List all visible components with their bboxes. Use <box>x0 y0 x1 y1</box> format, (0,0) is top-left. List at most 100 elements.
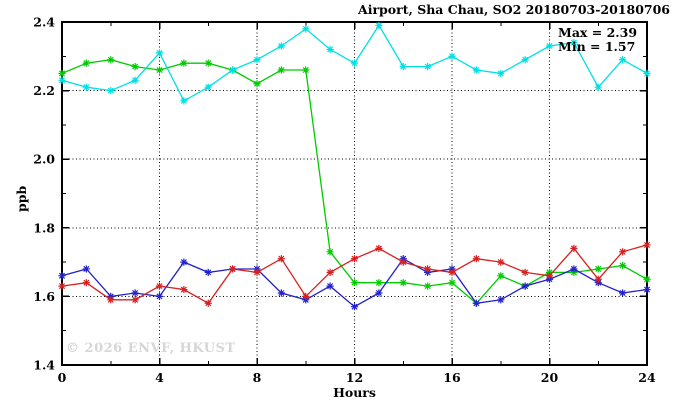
red-series-marker <box>277 255 285 263</box>
cyan-series-marker <box>545 42 554 50</box>
cyan-series-marker <box>180 97 188 105</box>
cyan-series-marker <box>302 25 310 33</box>
green-series-marker <box>277 66 285 74</box>
cyan-series-marker <box>82 83 90 91</box>
cyan-series-marker <box>107 87 115 95</box>
green-series-marker <box>643 275 651 283</box>
red-series-marker <box>521 268 529 276</box>
green-series-marker <box>497 272 505 280</box>
blue-series-marker <box>497 296 505 304</box>
red-series-marker <box>472 255 480 263</box>
blue-series-marker <box>155 292 164 300</box>
cyan-series-marker <box>229 66 237 74</box>
cyan-series-marker <box>253 56 261 64</box>
red-series-marker <box>131 296 139 304</box>
green-series-marker <box>107 56 115 64</box>
cyan-series-marker <box>58 76 66 84</box>
x-tick-label: 4 <box>155 370 164 385</box>
green-series-marker <box>302 66 310 74</box>
red-series-marker <box>155 282 164 290</box>
watermark: © 2026 ENVF, HKUST <box>66 341 236 356</box>
cyan-series-marker <box>155 49 164 57</box>
cyan-series-marker <box>594 83 602 91</box>
red-series-marker <box>326 268 334 276</box>
x-tick-label: 8 <box>253 370 262 385</box>
max-value-label: Max = 2.39 <box>558 25 638 40</box>
cyan-series-marker <box>472 66 480 74</box>
cyan-series-marker <box>326 45 334 54</box>
blue-series-marker <box>131 289 139 297</box>
y-tick-label: 2.2 <box>33 83 55 98</box>
red-series-marker <box>448 268 456 276</box>
blue-series-marker <box>521 282 529 290</box>
cyan-series-marker <box>350 59 359 67</box>
y-axis-label: ppb <box>14 185 29 212</box>
cyan-series-marker <box>375 21 383 30</box>
plot-frame <box>61 21 648 366</box>
red-series-marker <box>180 285 188 294</box>
cyan-series-marker <box>399 62 407 71</box>
blue-series-marker <box>277 289 285 297</box>
blue-series-marker <box>82 265 90 273</box>
red-series-marker <box>253 268 261 276</box>
y-tick-label: 1.6 <box>33 289 55 304</box>
blue-series-marker <box>472 299 480 307</box>
x-tick-label: 16 <box>443 370 461 385</box>
min-value-label: Min = 1.57 <box>558 39 636 54</box>
cyan-series-marker <box>424 62 432 71</box>
green-series-marker <box>253 80 261 88</box>
chart-title: Airport, Sha Chau, SO2 20180703-20180706 <box>358 2 670 17</box>
green-series-marker <box>448 279 456 287</box>
x-tick-label: 24 <box>638 370 656 385</box>
green-series-marker <box>155 66 164 74</box>
green-series-marker <box>204 59 212 67</box>
y-tick-label: 2.4 <box>33 15 55 30</box>
blue-series-marker <box>570 265 578 273</box>
green-series-marker <box>180 59 188 67</box>
green-series-marker <box>424 282 432 290</box>
blue-series-marker <box>350 303 359 311</box>
green-series-marker <box>375 279 383 287</box>
red-series-marker <box>58 282 66 290</box>
red-series-marker <box>82 279 90 287</box>
blue-series-marker <box>326 282 334 290</box>
y-tick-label: 2.0 <box>33 152 55 167</box>
red-series-marker <box>229 265 237 273</box>
red-series-marker <box>497 258 505 266</box>
red-series-marker <box>424 265 432 273</box>
cyan-series-marker <box>448 52 456 60</box>
green-series-marker <box>131 62 139 71</box>
red-series-marker <box>350 255 359 263</box>
red-series-marker <box>375 244 383 252</box>
cyan-series-marker <box>204 83 212 91</box>
red-series-marker <box>594 275 602 283</box>
cyan-series-marker <box>619 56 627 64</box>
cyan-series-marker <box>131 76 139 84</box>
blue-series-marker <box>375 289 383 297</box>
green-series-marker <box>350 279 359 287</box>
cyan-series-marker <box>643 69 651 78</box>
green-series-marker <box>619 261 627 270</box>
blue-series-marker <box>58 272 66 280</box>
cyan-series-marker <box>497 69 505 78</box>
x-tick-label: 12 <box>346 370 363 385</box>
red-series-marker <box>204 299 212 307</box>
x-tick-label: 0 <box>58 370 67 385</box>
blue-series-marker <box>619 289 627 297</box>
blue-series-marker <box>643 285 651 294</box>
green-series-marker <box>594 265 602 273</box>
red-series-marker <box>107 296 115 304</box>
blue-series-marker <box>180 258 188 266</box>
green-series-marker <box>82 59 90 67</box>
max-min-annotation: Max = 2.39 Min = 1.57 <box>558 26 637 54</box>
y-tick-label: 1.8 <box>33 220 55 235</box>
green-series-marker <box>58 69 66 78</box>
red-series-marker <box>619 248 627 256</box>
red-series-marker <box>643 241 651 249</box>
green-series-marker <box>326 248 334 256</box>
cyan-series-marker <box>570 38 578 47</box>
red-series-marker <box>545 272 554 280</box>
blue-series-marker <box>204 268 212 276</box>
